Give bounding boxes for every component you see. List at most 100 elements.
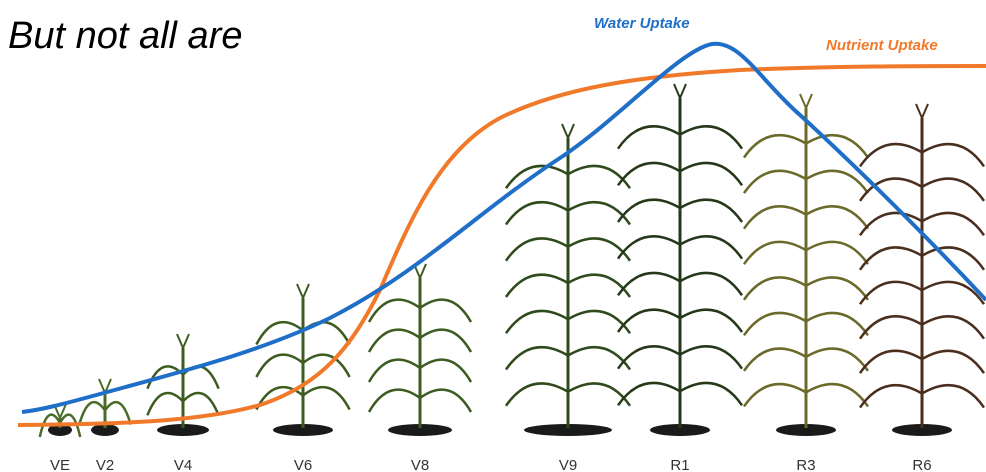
leaf: [567, 309, 632, 334]
leaf: [616, 235, 681, 260]
soil: [776, 424, 836, 436]
leaf: [858, 177, 923, 202]
leaf: [567, 201, 632, 226]
leaf: [616, 198, 681, 223]
soil: [273, 424, 333, 436]
leaf: [504, 273, 569, 298]
leaf: [679, 381, 744, 407]
leaf: [742, 347, 807, 372]
leaf: [367, 358, 421, 383]
stage-label: R3: [796, 457, 815, 472]
stage-label: V9: [559, 457, 577, 472]
stage-label: R6: [912, 457, 931, 472]
leaf: [805, 382, 870, 408]
leaf: [858, 280, 923, 305]
leaf: [504, 164, 569, 189]
leaf: [616, 345, 681, 370]
leaf: [679, 125, 744, 150]
leaf: [679, 345, 744, 370]
leaf: [679, 161, 744, 187]
leaf: [742, 240, 807, 265]
leaf: [805, 205, 870, 230]
leaf: [805, 240, 870, 265]
leaf: [58, 413, 82, 438]
stage-label: V8: [411, 457, 429, 472]
leaf: [616, 125, 681, 150]
leaf: [858, 384, 923, 409]
leaf: [805, 276, 870, 301]
curve-label: Nutrient Uptake: [826, 37, 938, 54]
soil: [157, 424, 209, 436]
leaf: [419, 358, 473, 383]
leaf: [103, 400, 132, 425]
leaf: [921, 142, 986, 168]
leaf: [504, 201, 569, 226]
leaf: [567, 273, 632, 298]
leaf: [921, 384, 986, 409]
soil: [650, 424, 710, 436]
leaf: [146, 391, 184, 416]
leaf: [419, 388, 473, 413]
leaf-top: [673, 83, 687, 99]
leaf: [921, 280, 986, 305]
leaf: [679, 271, 744, 297]
leaf: [419, 298, 473, 323]
leaf: [255, 353, 304, 378]
stage-label: V4: [174, 457, 192, 472]
leaf: [78, 400, 107, 425]
stage-label: R1: [670, 457, 689, 472]
leaf: [616, 271, 681, 297]
leaf: [742, 382, 807, 408]
leaf: [182, 391, 220, 416]
leaf: [742, 311, 807, 337]
leaf: [367, 388, 421, 413]
nutrient-uptake-curve: [17, 64, 986, 427]
leaf: [921, 246, 986, 271]
slide-title: But not all are: [8, 15, 242, 57]
leaf: [805, 347, 870, 372]
leaf: [805, 169, 870, 194]
leaf: [742, 205, 807, 230]
plant-illustrations: [38, 83, 986, 438]
leaf: [805, 134, 870, 159]
leaf: [921, 177, 986, 202]
leaf: [921, 211, 986, 237]
leaf: [567, 164, 632, 189]
leaf: [367, 298, 421, 323]
leaf: [805, 311, 870, 337]
soil: [388, 424, 452, 436]
leaf: [742, 134, 807, 159]
leaf: [38, 413, 62, 438]
leaf: [921, 349, 986, 374]
leaf: [302, 353, 351, 378]
leaf: [858, 315, 923, 340]
leaf: [504, 237, 569, 262]
leaf: [742, 169, 807, 194]
leaf: [616, 381, 681, 407]
leaf: [858, 142, 923, 168]
soil: [91, 424, 119, 436]
leaf: [567, 237, 632, 262]
stage-label: VE: [50, 457, 70, 472]
leaf: [858, 211, 923, 237]
leaf: [858, 246, 923, 271]
leaf: [567, 346, 632, 371]
stage-labels: VE V2 V4 V6 V8 V9 R1 R3 R6: [50, 457, 932, 472]
leaf: [504, 309, 569, 334]
stage-label: V6: [294, 457, 312, 472]
leaf: [302, 386, 351, 411]
leaf: [679, 198, 744, 223]
soil: [892, 424, 952, 436]
leaf: [858, 349, 923, 374]
soil: [524, 424, 612, 436]
leaf-top: [915, 103, 929, 119]
leaf: [504, 382, 569, 407]
leaf-top: [561, 123, 575, 139]
curve-label: Water Uptake: [594, 15, 690, 32]
leaf-top: [799, 93, 813, 109]
leaf: [616, 161, 681, 187]
leaf: [504, 346, 569, 371]
leaf: [567, 382, 632, 407]
